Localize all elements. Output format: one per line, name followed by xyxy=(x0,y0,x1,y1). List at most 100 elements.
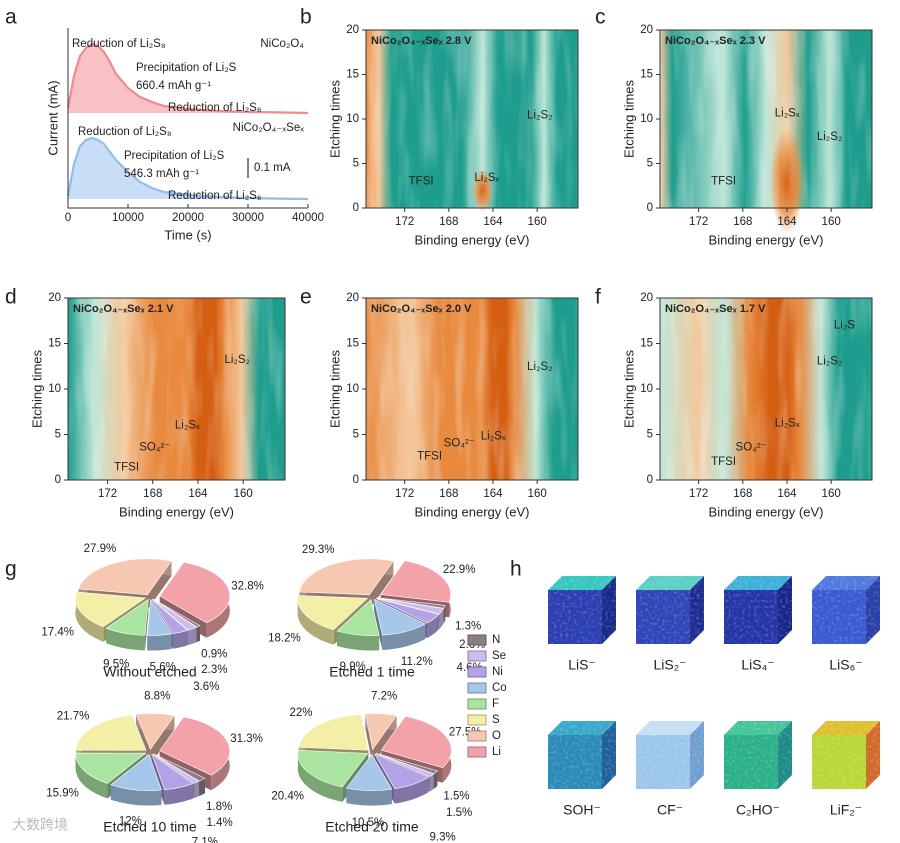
y-tick-label: 10 xyxy=(640,383,653,395)
pie-slice xyxy=(375,753,435,777)
pie-slice xyxy=(297,595,369,631)
pie-slice xyxy=(153,753,206,782)
x-tick-label: 168 xyxy=(439,488,458,500)
panel-title: NiCo₂O₄₋ₓSeₓ 2.0 V xyxy=(371,303,472,315)
pie-caption: Without etched xyxy=(103,664,196,680)
pie-value-label: 10.5% xyxy=(352,817,385,829)
panel-letter: f xyxy=(595,286,601,309)
pie-wall xyxy=(337,631,380,651)
pie-value-label: 12% xyxy=(119,816,142,828)
pie-wall xyxy=(427,614,439,639)
pie-value-label: 7.2% xyxy=(371,691,397,703)
pie-wall xyxy=(196,625,201,643)
pie-slice xyxy=(152,753,200,784)
pie-slice xyxy=(299,558,394,596)
x-axis-label: Time (s) xyxy=(164,227,211,242)
cube-texture xyxy=(812,576,880,644)
x-axis-label: Binding energy (eV) xyxy=(415,232,530,247)
annotation: Precipitation of Li₂S xyxy=(124,150,225,162)
pie-value-label: 29.3% xyxy=(302,544,335,556)
y-tick-label: 15 xyxy=(346,338,359,350)
pie-value-label: 1.4% xyxy=(207,817,233,829)
annotation: TFSI xyxy=(711,175,736,187)
pie-slice xyxy=(152,598,198,631)
heatmap-texture xyxy=(660,30,872,208)
cube-texture xyxy=(548,576,616,644)
x-tick-label: 160 xyxy=(528,216,547,228)
annotation: TFSI xyxy=(409,175,434,187)
legend-label: Li xyxy=(492,746,501,758)
y-tick-label: 0 xyxy=(647,202,653,214)
pie-wall xyxy=(164,783,193,805)
series-name: NiCo₂O₄ xyxy=(260,38,304,50)
pie-wall xyxy=(110,784,162,806)
y-tick-label: 0 xyxy=(55,474,61,486)
annotation: Reduction of Li₂S₆ xyxy=(168,190,262,202)
pie-slice xyxy=(380,560,452,603)
pie-value-label: 7.1% xyxy=(192,836,218,843)
curve xyxy=(66,136,309,201)
pie-slice xyxy=(298,714,369,751)
pie-slice xyxy=(376,597,446,609)
y-tick-label: 10 xyxy=(640,113,653,125)
pie-value-label: 8.8% xyxy=(144,690,170,702)
y-tick-label: 20 xyxy=(48,292,61,304)
legend-swatch xyxy=(467,666,487,678)
legend-label: Se xyxy=(492,650,506,662)
y-tick-label: 10 xyxy=(48,383,61,395)
pie-wall xyxy=(194,781,199,799)
pie-value-label: 18.2% xyxy=(268,632,301,644)
annotation: Reduction of Li₂S₆ xyxy=(168,102,262,114)
pie-value-label: 9.9% xyxy=(340,661,366,673)
cube-texture xyxy=(548,721,616,789)
y-tick-label: 5 xyxy=(55,429,61,441)
pie-value-label: 1.5% xyxy=(446,807,472,819)
pie-slice xyxy=(159,716,230,776)
pie xyxy=(297,713,452,806)
pie-wall xyxy=(443,605,446,624)
x-tick-label: 164 xyxy=(777,488,797,500)
pie-slice xyxy=(75,714,147,751)
pie-slice xyxy=(159,561,231,624)
y-tick-label: 0 xyxy=(353,202,359,214)
y-tick-label: 5 xyxy=(647,429,653,441)
legend-swatch xyxy=(467,730,487,742)
x-axis-label: Binding energy (eV) xyxy=(119,504,234,519)
pie-slice xyxy=(151,599,189,635)
annotation: Reduction of Li₂S₈ xyxy=(72,38,166,50)
pie-value-label: 22.9% xyxy=(443,564,476,576)
x-tick-label: 160 xyxy=(234,488,253,500)
panel-letter: b xyxy=(300,6,312,29)
annotation: 660.4 mAh g⁻¹ xyxy=(136,80,211,92)
cube-label: C₂HO⁻ xyxy=(736,802,780,818)
panel-letter: e xyxy=(300,286,312,309)
annotation: Li₂S₂ xyxy=(817,131,843,143)
pie-value-label: 17.4% xyxy=(41,627,74,639)
x-axis-label: Binding energy (eV) xyxy=(415,504,530,519)
pie-slice xyxy=(75,591,147,628)
panel-title: NiCo₂O₄₋ₓSeₓ 2.8 V xyxy=(371,35,472,47)
pie-slice xyxy=(375,598,440,624)
y-tick-label: 0 xyxy=(353,474,359,486)
y-tick-label: 20 xyxy=(346,24,359,36)
x-tick-label: 20000 xyxy=(172,212,204,224)
x-tick-label: 168 xyxy=(733,488,752,500)
legend-swatch xyxy=(467,650,487,662)
panel-letter: d xyxy=(5,286,17,309)
pie-caption: Etched 1 time xyxy=(329,664,415,680)
pie-value-label: 11.2% xyxy=(401,656,433,668)
cube-label: LiF₂⁻ xyxy=(830,802,862,818)
pie-value-label: 27.9% xyxy=(84,543,117,555)
annotation: Li₂Sₓ xyxy=(775,108,800,120)
x-tick-label: 172 xyxy=(98,488,117,500)
pie-wall xyxy=(75,753,108,799)
pie xyxy=(75,713,230,806)
y-tick-label: 20 xyxy=(346,292,359,304)
pie-slice xyxy=(135,713,175,751)
x-tick-label: 40000 xyxy=(292,212,324,224)
pie-value-label: 21.7% xyxy=(57,711,90,723)
x-axis-label: Binding energy (eV) xyxy=(709,504,824,519)
cube-label: LiS₂⁻ xyxy=(653,657,686,673)
legend-swatch xyxy=(467,714,487,726)
